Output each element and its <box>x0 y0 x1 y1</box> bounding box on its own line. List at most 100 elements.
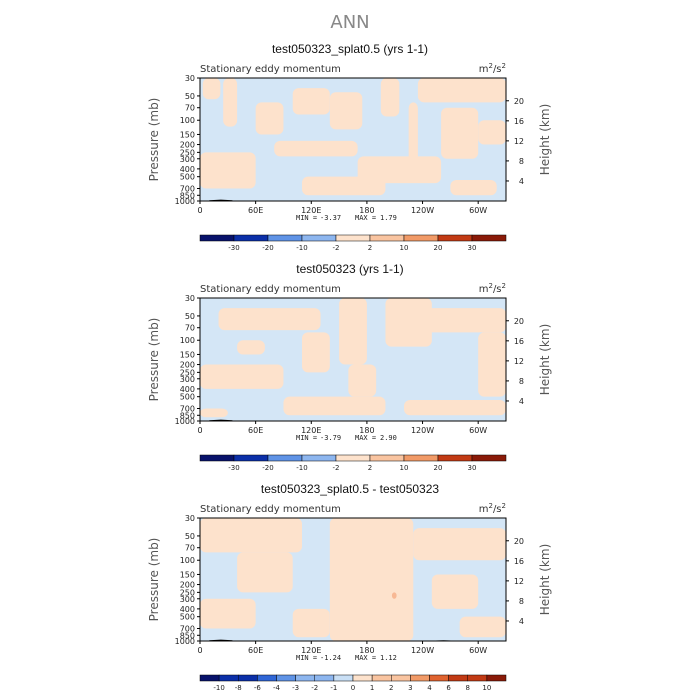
max-value: 2.90 <box>380 434 397 442</box>
y-tick-label: 100 <box>180 556 195 565</box>
y-tick-label: 850 <box>180 411 195 420</box>
x-tick-label: 180 <box>359 426 374 435</box>
colorbar-box <box>233 454 269 462</box>
colorbar-label: 0 <box>351 684 355 692</box>
height-tick-label: 12 <box>514 577 524 586</box>
max-label: MAX = <box>355 434 376 442</box>
x-tick-label: 60W <box>469 646 487 655</box>
colorbar-box <box>301 234 337 242</box>
y-tick-label: 200 <box>180 141 195 150</box>
colorbar-box <box>391 674 411 682</box>
y-tick-label: 250 <box>180 148 195 157</box>
field-region-8 <box>417 78 506 103</box>
x-tick-label: 60W <box>469 426 487 435</box>
y-tick-label: 70 <box>185 544 195 553</box>
y-tick-label: 1000 <box>175 197 195 206</box>
y-tick-label: 30 <box>185 514 195 523</box>
field-region-13 <box>357 156 442 184</box>
height-tick-label: 4 <box>519 617 524 626</box>
colorbar-box <box>276 674 296 682</box>
colorbar-box <box>467 674 488 682</box>
colorbar-label: 20 <box>434 244 443 252</box>
units-label: m2/s2 <box>479 502 506 515</box>
colorbar-label: -4 <box>273 684 281 692</box>
colorbar-label: 1 <box>370 684 374 692</box>
colorbar-box <box>335 234 371 242</box>
y-tick-label: 50 <box>185 92 195 101</box>
field-region-4 <box>339 298 367 365</box>
x-tick-label: 120W <box>411 426 434 435</box>
colorbar-box <box>218 674 239 682</box>
height-tick-label: 8 <box>519 597 524 606</box>
colorbar-box <box>199 454 235 462</box>
height-tick-label: 20 <box>514 317 524 326</box>
x-tick-label: 120E <box>301 206 321 215</box>
max-value: 1.79 <box>380 214 397 222</box>
y-tick-label: 1000 <box>175 637 195 646</box>
height-tick-label: 12 <box>514 137 524 146</box>
x-tick-label: 180 <box>359 206 374 215</box>
y-tick-label: 150 <box>180 570 195 579</box>
min-label: MIN = <box>296 434 317 442</box>
field-region-6 <box>200 598 256 629</box>
field-region-5 <box>329 92 363 130</box>
y-tick-label: 700 <box>180 184 195 193</box>
y-tick-label: 70 <box>185 104 195 113</box>
panel-title: test050323_splat0.5 (yrs 1-1) <box>272 42 428 56</box>
x-tick-label: 120E <box>301 646 321 655</box>
units-label: m2/s2 <box>479 282 506 295</box>
plot-frame <box>199 517 507 642</box>
colorbar-label: -2 <box>333 464 340 472</box>
colorbar-label: -2 <box>333 244 340 252</box>
colorbar-box <box>486 674 507 682</box>
field-region-7 <box>422 308 506 333</box>
colorbar-label: -10 <box>296 464 307 472</box>
colorbar-label: 20 <box>434 464 443 472</box>
height-tick-label: 12 <box>514 357 524 366</box>
colorbar-box <box>403 234 439 242</box>
panel-title: test050323_splat0.5 - test050323 <box>261 482 439 496</box>
colorbar-label: -6 <box>254 684 262 692</box>
y2-axis-label: Height (km) <box>538 324 552 395</box>
y-tick-label: 100 <box>180 116 195 125</box>
field-region-8 <box>478 332 506 397</box>
colorbar-label: 2 <box>368 464 372 472</box>
colorbar-label: 10 <box>400 464 409 472</box>
field-region-9 <box>441 107 479 159</box>
colorbar-label: 10 <box>400 244 409 252</box>
y-tick-label: 250 <box>180 588 195 597</box>
field-region-3 <box>329 518 414 641</box>
field-region-9 <box>391 592 397 599</box>
x-tick-label: 120W <box>411 206 434 215</box>
x-tick-label: 60E <box>248 206 263 215</box>
colorbar-label: 10 <box>482 684 491 692</box>
colorbar-box <box>301 454 337 462</box>
y-axis-label: Pressure (mb) <box>147 98 161 182</box>
colorbar-label: -10 <box>213 684 224 692</box>
field-region-15 <box>450 180 497 196</box>
field-region-1 <box>218 308 321 331</box>
field-region-4 <box>292 88 330 115</box>
y-tick-label: 500 <box>180 173 195 182</box>
field-region-4 <box>413 528 506 561</box>
x-tick-label: 180 <box>359 646 374 655</box>
y-tick-label: 50 <box>185 532 195 541</box>
colorbar-label: -8 <box>235 684 242 692</box>
field-region-6 <box>385 298 432 347</box>
height-tick-label: 16 <box>514 337 524 346</box>
field-region-5 <box>348 364 377 397</box>
field-region-2 <box>237 552 293 593</box>
colorbar-box <box>352 674 373 682</box>
field-region-1 <box>202 78 221 100</box>
colorbar-label: 2 <box>389 684 393 692</box>
colorbar-label: -30 <box>228 464 239 472</box>
field-label: Stationary eddy momentum <box>200 284 341 295</box>
y-axis-label: Pressure (mb) <box>147 318 161 402</box>
y2-axis-label: Height (km) <box>538 104 552 175</box>
colorbar-box <box>233 234 269 242</box>
colorbar-box <box>295 674 315 682</box>
x-tick-label: 60E <box>248 646 263 655</box>
x-tick-label: 0 <box>197 646 202 655</box>
colorbar-box <box>429 674 449 682</box>
max-label: MAX = <box>355 214 376 222</box>
